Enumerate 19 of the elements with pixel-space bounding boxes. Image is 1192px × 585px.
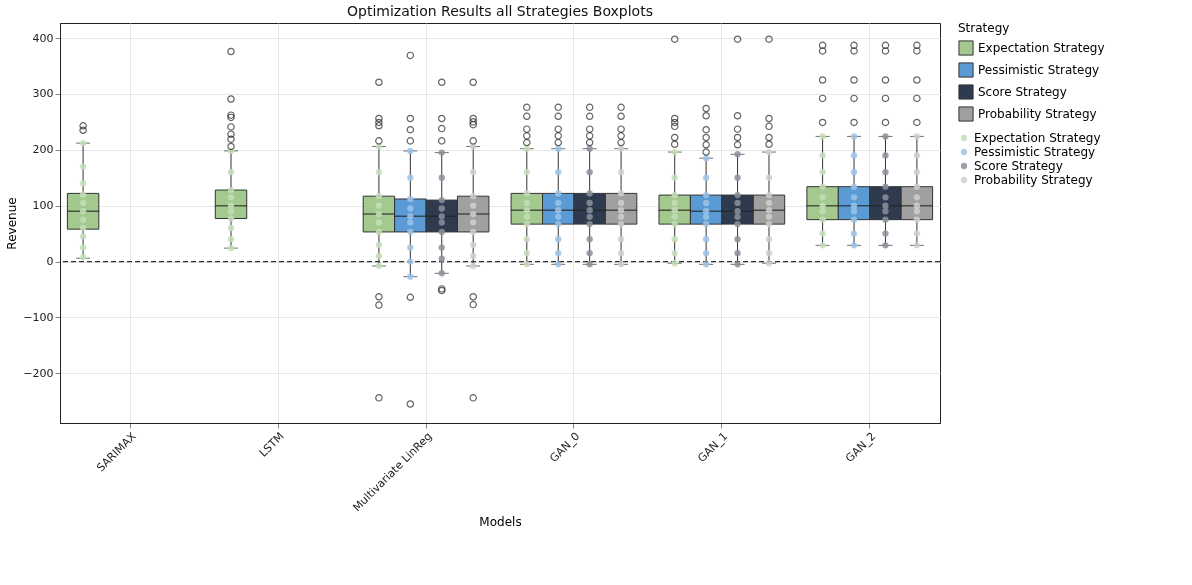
legend-label: Score Strategy: [978, 85, 1067, 99]
y-tick-label: 100: [32, 199, 54, 213]
legend-label: Pessimistic Strategy: [978, 63, 1100, 77]
legend-label: Expectation Strategy: [978, 41, 1105, 55]
y-tick-label: 300: [32, 87, 54, 101]
y-tick-label: 0: [46, 255, 54, 269]
x-axis-title: Models: [479, 515, 522, 530]
y-tick-label: 200: [32, 143, 54, 157]
legend-title: Strategy: [958, 21, 1010, 35]
legend-label: Score Strategy: [974, 159, 1063, 173]
y-tick-label: −100: [23, 310, 54, 324]
legend-label: Pessimistic Strategy: [974, 145, 1096, 159]
y-tick-label: −200: [23, 366, 54, 380]
legend-label: Expectation Strategy: [974, 131, 1101, 145]
legend-label: Probability Strategy: [978, 107, 1097, 121]
y-axis-title: Revenue: [5, 197, 20, 250]
y-tick-label: 400: [32, 31, 54, 45]
legend-label: Probability Strategy: [974, 173, 1093, 187]
chart-title: Optimization Results all Strategies Boxplots: [347, 3, 653, 19]
